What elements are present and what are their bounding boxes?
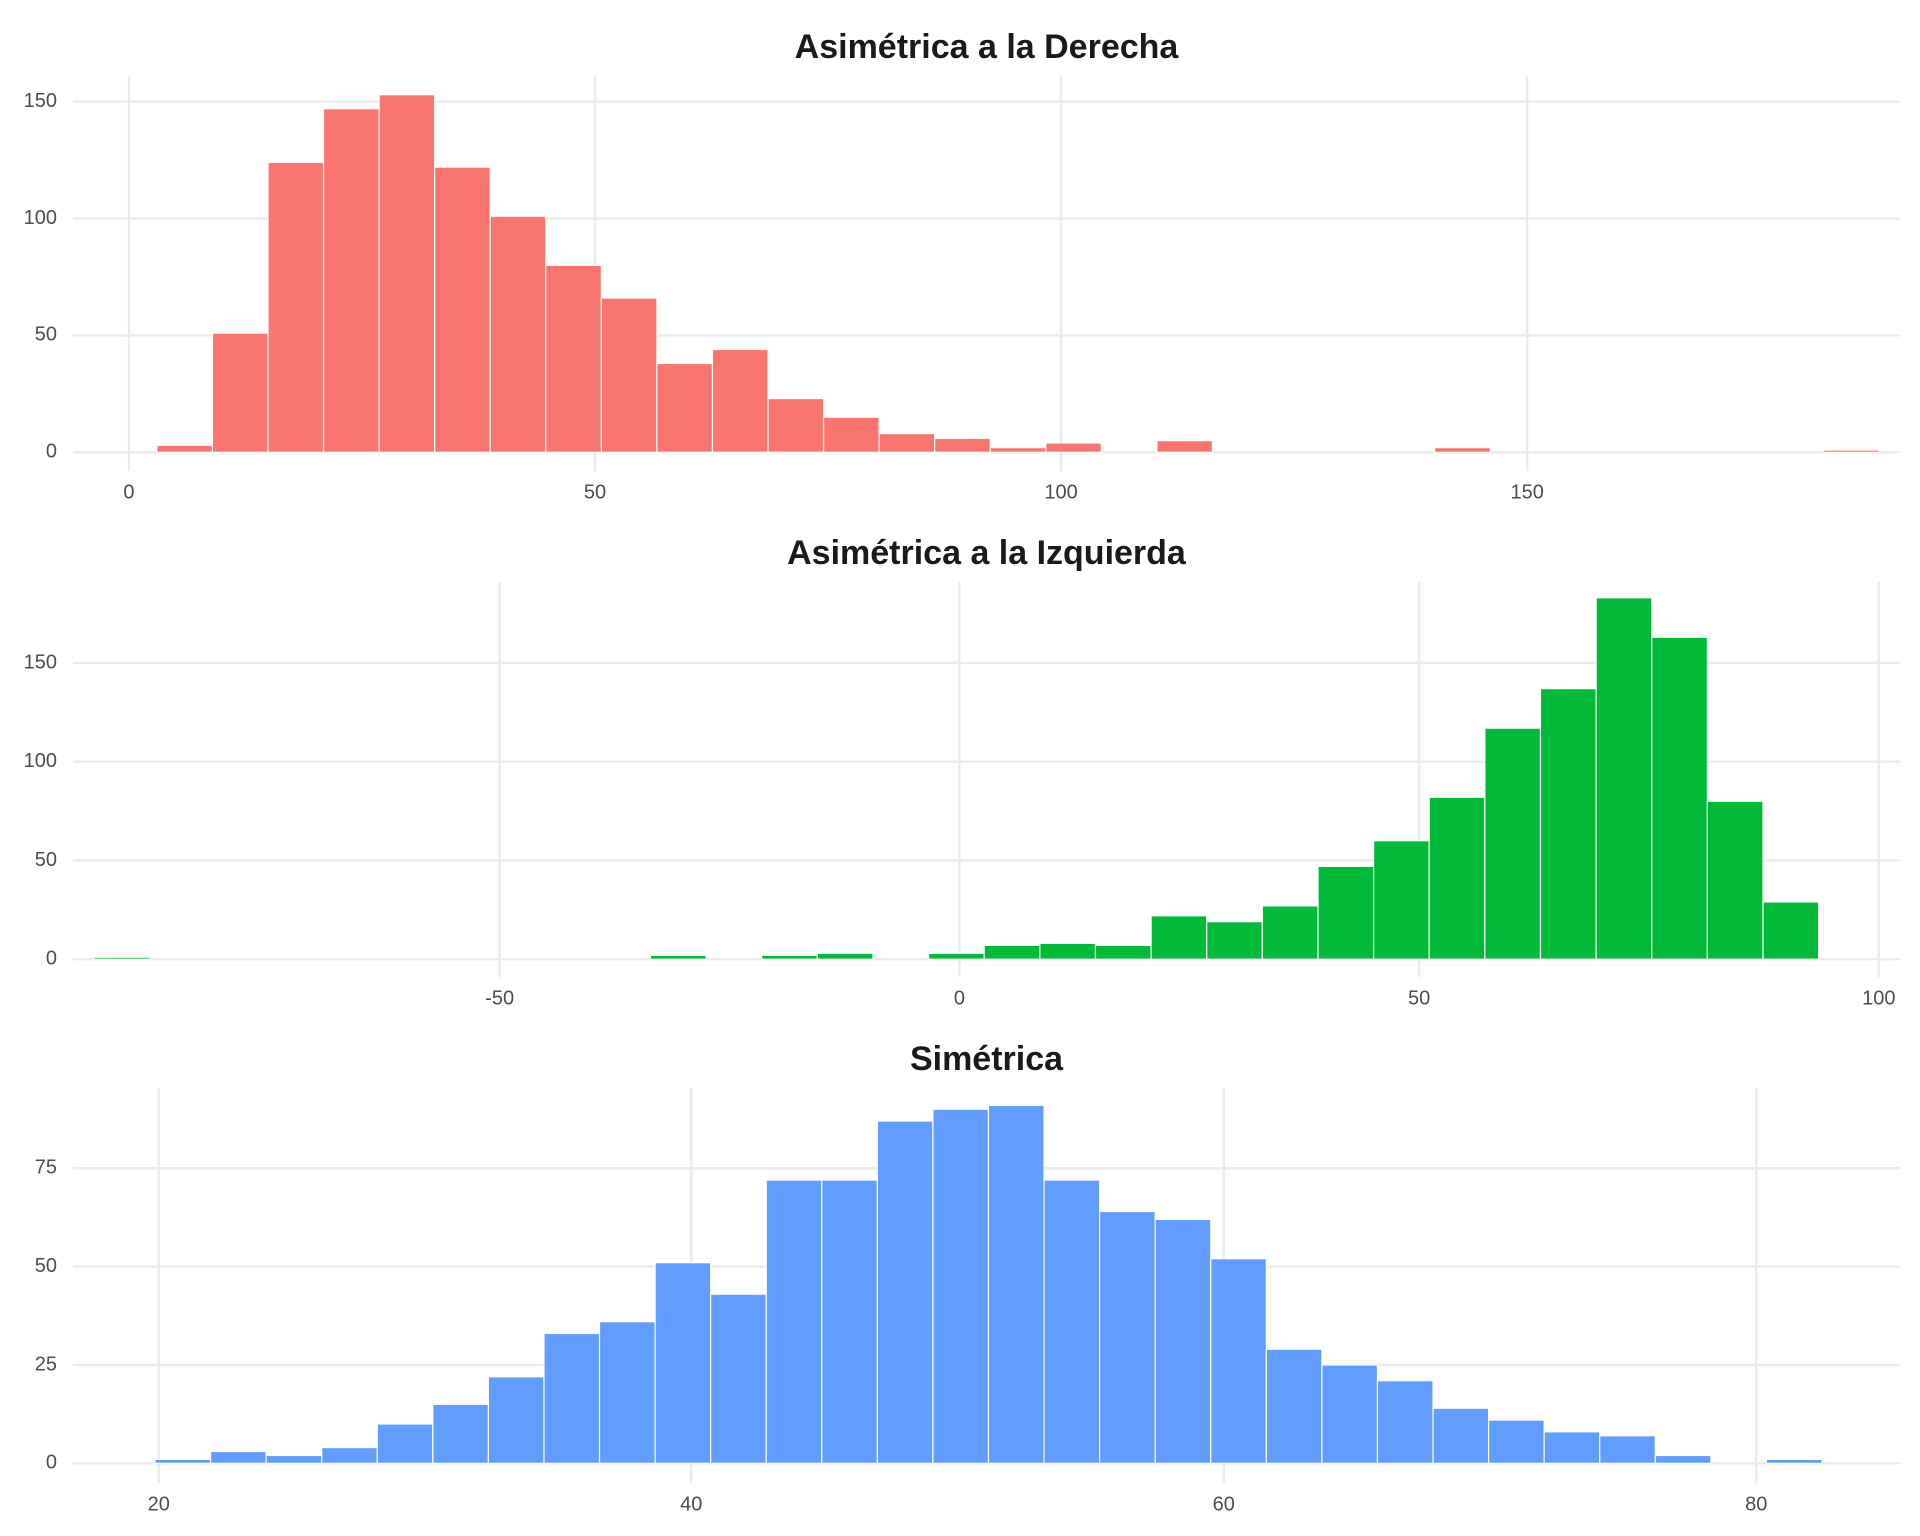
bar xyxy=(1099,1210,1156,1464)
bar xyxy=(934,437,991,453)
bar xyxy=(1210,1258,1267,1464)
bar xyxy=(434,166,491,453)
x-tick-label: 150 xyxy=(1510,481,1543,503)
y-tick-label: 50 xyxy=(35,324,57,346)
bar xyxy=(816,952,874,960)
bar xyxy=(1822,449,1880,453)
chart-title: Asimétrica a la Izquierda xyxy=(787,534,1187,572)
bar xyxy=(1651,636,1708,960)
bar xyxy=(321,1446,378,1464)
bar xyxy=(1265,1348,1323,1464)
bar xyxy=(876,1120,934,1464)
bar xyxy=(656,362,714,453)
bar xyxy=(1045,442,1102,453)
bar xyxy=(1428,796,1486,960)
bar xyxy=(154,1458,212,1464)
y-tick-label: 75 xyxy=(35,1157,57,1179)
bar xyxy=(1765,1458,1823,1464)
x-tick-label: 100 xyxy=(1862,987,1895,1009)
bar xyxy=(265,1454,323,1464)
bar xyxy=(93,956,151,960)
bar xyxy=(1261,905,1319,960)
x-tick-label: 60 xyxy=(1213,1493,1235,1515)
bar xyxy=(821,1179,878,1464)
y-tick-label: 0 xyxy=(46,441,57,463)
bar xyxy=(1543,1431,1601,1464)
x-tick-label: 20 xyxy=(148,1493,170,1515)
bar xyxy=(545,264,602,453)
y-tick-label: 50 xyxy=(35,849,57,871)
bar xyxy=(209,1450,267,1464)
x-tick-label: 100 xyxy=(1044,481,1077,503)
bar xyxy=(1654,1454,1712,1464)
bar xyxy=(1434,447,1491,453)
y-tick-label: 100 xyxy=(24,207,57,229)
bar xyxy=(1039,942,1097,960)
bar xyxy=(432,1403,490,1464)
bar xyxy=(983,944,1041,960)
y-tick-label: 0 xyxy=(46,1452,57,1474)
y-tick-label: 0 xyxy=(46,948,57,970)
bar xyxy=(765,1179,823,1464)
chart-title: Asimétrica a la Derecha xyxy=(795,28,1180,66)
bar xyxy=(1595,597,1653,960)
bar xyxy=(1762,901,1820,960)
bar xyxy=(932,1108,990,1464)
y-tick-label: 25 xyxy=(35,1353,57,1375)
bar xyxy=(1321,1364,1379,1464)
bar xyxy=(211,332,269,453)
x-tick-label: 0 xyxy=(123,481,134,503)
bar xyxy=(1206,921,1263,960)
x-tick-label: 50 xyxy=(584,481,606,503)
bar xyxy=(1599,1435,1656,1464)
bar xyxy=(1487,1419,1545,1464)
bar xyxy=(654,1262,712,1464)
bar xyxy=(1539,688,1597,960)
chart-title: Simétrica xyxy=(910,1040,1064,1078)
bar xyxy=(1372,840,1430,960)
y-tick-label: 50 xyxy=(35,1255,57,1277)
bar xyxy=(711,348,769,453)
bar xyxy=(267,161,325,453)
x-tick-label: -50 xyxy=(485,987,514,1009)
x-tick-label: 80 xyxy=(1745,1493,1767,1515)
bar xyxy=(1376,1380,1434,1464)
bar xyxy=(710,1293,767,1464)
y-tick-label: 150 xyxy=(24,90,57,112)
x-tick-label: 0 xyxy=(954,987,965,1009)
bar xyxy=(600,297,658,453)
bar xyxy=(767,397,825,453)
bar xyxy=(487,1376,545,1464)
bar xyxy=(1150,915,1208,960)
y-tick-label: 150 xyxy=(24,651,57,673)
x-tick-label: 50 xyxy=(1408,987,1430,1009)
bar xyxy=(987,1104,1045,1464)
bar xyxy=(1432,1407,1490,1464)
bar xyxy=(376,1423,434,1464)
bar xyxy=(1154,1218,1212,1464)
bar xyxy=(1706,800,1764,960)
bar xyxy=(156,444,214,453)
bar xyxy=(378,94,436,453)
bar xyxy=(989,447,1047,453)
bar xyxy=(1043,1179,1101,1464)
bar xyxy=(1484,727,1542,960)
bar xyxy=(927,952,985,960)
bar xyxy=(649,954,707,960)
bar xyxy=(322,108,380,453)
bar xyxy=(822,416,880,453)
bar xyxy=(543,1332,601,1464)
bar xyxy=(1094,944,1152,960)
bar xyxy=(489,215,547,453)
bar xyxy=(1156,440,1214,453)
bar xyxy=(598,1321,656,1464)
bar xyxy=(761,954,818,960)
x-tick-label: 40 xyxy=(680,1493,702,1515)
y-tick-label: 100 xyxy=(24,750,57,772)
bar xyxy=(878,433,936,453)
bar xyxy=(1317,865,1375,960)
